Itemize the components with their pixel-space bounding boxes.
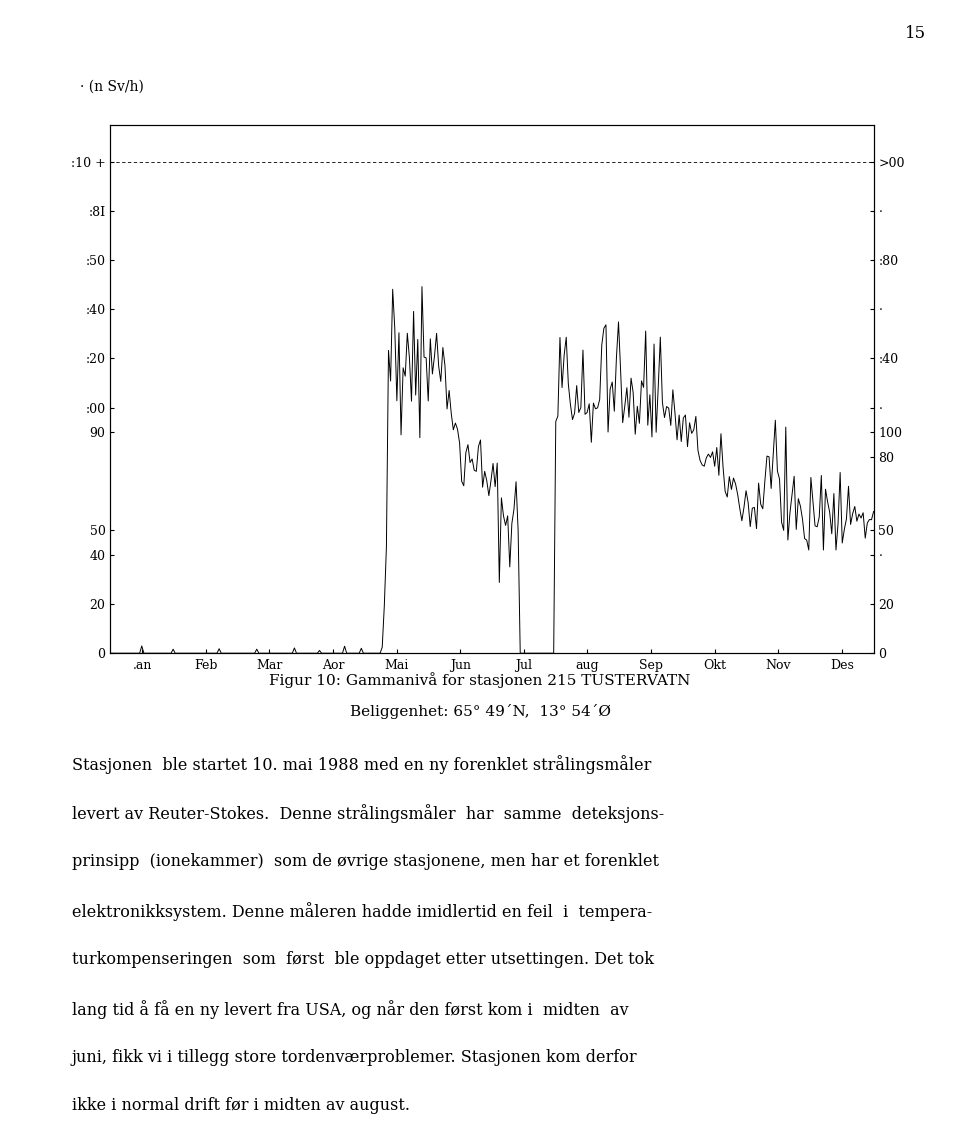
- Text: Stasjonen  ble startet 10. mai 1988 med en ny forenklet strålingsmåler: Stasjonen ble startet 10. mai 1988 med e…: [72, 755, 652, 775]
- Text: lang tid å få en ny levert fra USA, og når den først kom i  midten  av: lang tid å få en ny levert fra USA, og n…: [72, 1000, 629, 1019]
- Text: Beliggenhet: 65° 49´N,  13° 54´Ø: Beliggenhet: 65° 49´N, 13° 54´Ø: [349, 704, 611, 719]
- Text: elektronikksystem. Denne måleren hadde imidlertid en feil  i  tempera-: elektronikksystem. Denne måleren hadde i…: [72, 902, 652, 921]
- Text: ikke i normal drift før i midten av august.: ikke i normal drift før i midten av augu…: [72, 1097, 410, 1114]
- Text: turkompenseringen  som  først  ble oppdaget etter utsettingen. Det tok: turkompenseringen som først ble oppdaget…: [72, 951, 654, 968]
- Text: prinsipp  (ionekammer)  som de øvrige stasjonene, men har et forenklet: prinsipp (ionekammer) som de øvrige stas…: [72, 853, 659, 870]
- Text: juni, fikk vi i tillegg store tordenværproblemer. Stasjonen kom derfor: juni, fikk vi i tillegg store tordenværp…: [72, 1049, 637, 1066]
- Text: · (n Sv/h): · (n Sv/h): [80, 80, 144, 93]
- Text: levert av Reuter-Stokes.  Denne strålingsmåler  har  samme  deteksjons-: levert av Reuter-Stokes. Denne strålings…: [72, 804, 664, 824]
- Text: Figur 10: Gammanivå for stasjonen 215 TUSTERVATN: Figur 10: Gammanivå for stasjonen 215 TU…: [270, 673, 690, 688]
- Text: 15: 15: [905, 25, 926, 42]
